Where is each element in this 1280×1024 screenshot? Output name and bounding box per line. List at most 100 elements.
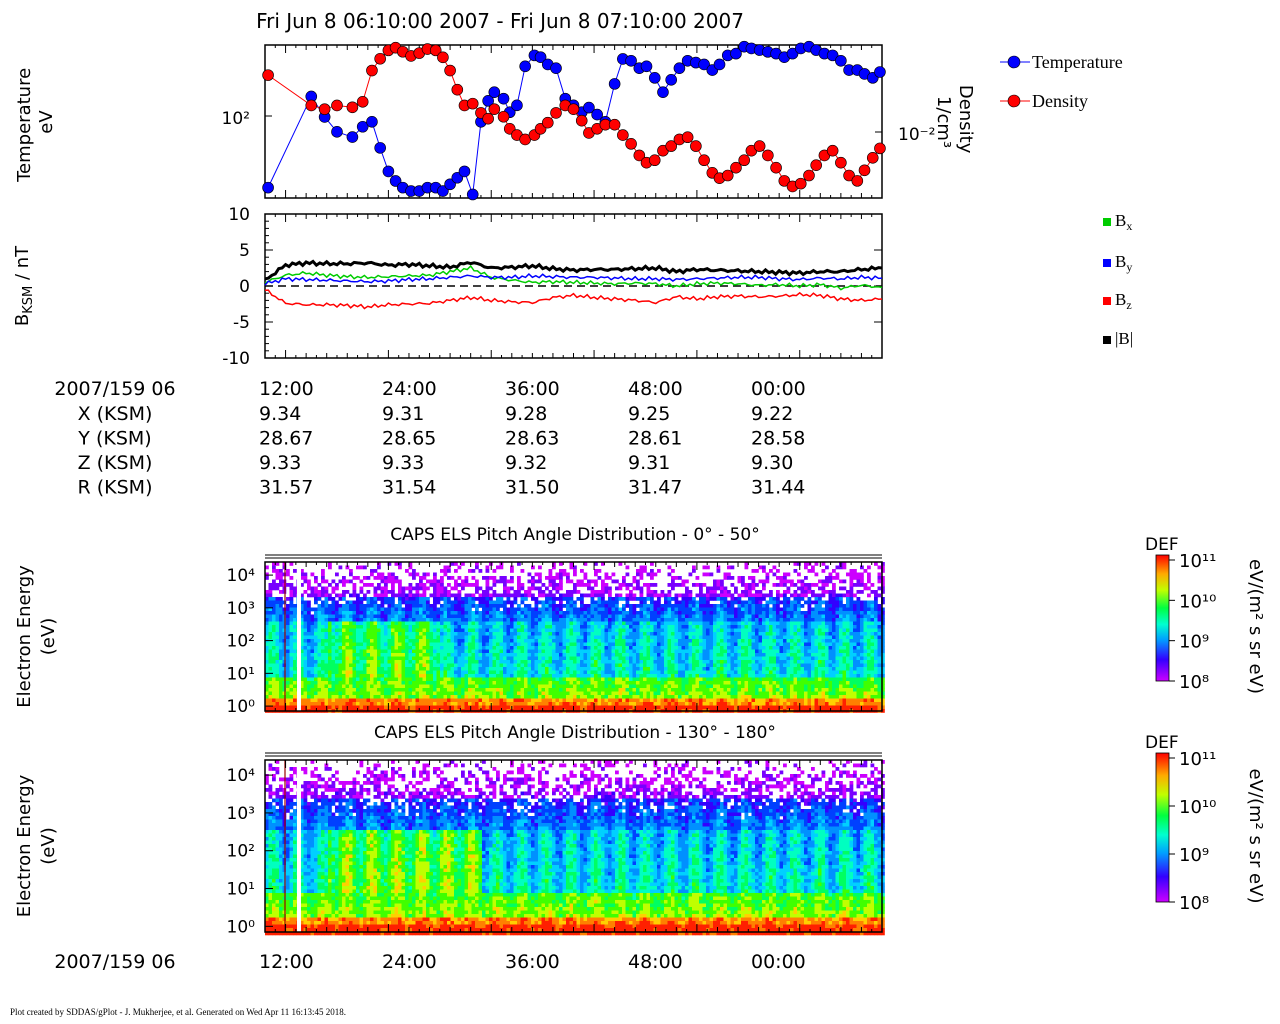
spectrogram-cell bbox=[650, 632, 654, 636]
spectrogram-cell bbox=[608, 628, 612, 633]
spectrogram-cell bbox=[517, 684, 521, 689]
density-point bbox=[690, 140, 702, 152]
spectrogram-cell bbox=[534, 670, 539, 675]
spectrogram-cell bbox=[352, 688, 357, 692]
spectrogram-cell bbox=[279, 576, 283, 580]
temperature-point bbox=[608, 78, 621, 90]
spectrogram-cell bbox=[625, 660, 630, 664]
spectrogram-cell bbox=[398, 562, 402, 566]
spectrogram-cell bbox=[401, 642, 406, 647]
temperature-point bbox=[444, 178, 456, 191]
spectrogram-cell bbox=[345, 614, 350, 619]
spectrogram-cell bbox=[408, 677, 413, 682]
spectrogram-cell bbox=[527, 646, 532, 650]
spectrogram-cell bbox=[485, 632, 490, 636]
spectrogram-cell bbox=[387, 607, 392, 612]
spectrogram-cell bbox=[443, 590, 448, 594]
spectrogram-cell bbox=[636, 698, 640, 703]
spectrogram-cell bbox=[289, 695, 294, 699]
spectrogram-cell bbox=[503, 656, 507, 661]
spectrogram-cell bbox=[272, 600, 276, 605]
spectrogram-cell bbox=[317, 667, 322, 671]
spectrogram-cell bbox=[380, 628, 385, 633]
spectrogram-cell bbox=[405, 698, 409, 703]
spectrogram-cell bbox=[517, 677, 521, 682]
spectrogram-cell bbox=[331, 688, 336, 692]
spectrogram-cell bbox=[485, 684, 490, 689]
spectrogram-cell bbox=[408, 562, 413, 566]
spectrogram-cell bbox=[324, 618, 329, 622]
spectrogram-cell bbox=[496, 628, 500, 633]
spectrogram-cell bbox=[419, 586, 423, 591]
spectrogram-cell bbox=[489, 695, 493, 699]
spectrogram-cell bbox=[499, 681, 504, 685]
spectrogram-cell bbox=[594, 670, 598, 675]
spectrogram-cell bbox=[331, 621, 336, 626]
spectrogram-cell bbox=[356, 600, 360, 605]
spectrogram-cell bbox=[359, 691, 364, 696]
spectrogram-cell bbox=[517, 642, 521, 647]
spectrogram-cell bbox=[310, 586, 315, 591]
spectrogram-cell bbox=[671, 579, 675, 584]
spectrogram-cell bbox=[447, 639, 451, 643]
spectrogram-cell bbox=[272, 597, 276, 601]
spectrogram-cell bbox=[380, 698, 385, 703]
spectrogram-cell bbox=[587, 607, 591, 612]
density-point bbox=[262, 69, 274, 81]
spectrogram-cell bbox=[520, 628, 525, 633]
spectrogram-cell bbox=[415, 642, 420, 647]
spectrogram-cell bbox=[517, 593, 521, 598]
spectrogram-cell bbox=[545, 607, 549, 612]
spectrogram-cell bbox=[587, 656, 591, 661]
spectrogram-cell bbox=[272, 670, 276, 675]
spectrogram-cell bbox=[384, 688, 388, 692]
spectrogram-cell bbox=[286, 653, 290, 657]
spectrogram-cell bbox=[279, 583, 283, 587]
spectrogram-cell bbox=[321, 600, 325, 605]
spectrogram-cell bbox=[678, 646, 682, 650]
spectrogram-cell bbox=[275, 670, 280, 675]
spectrogram-cell bbox=[359, 674, 364, 678]
spectrogram-cell bbox=[394, 660, 399, 664]
spectrogram-cell bbox=[646, 656, 651, 661]
spectrogram-cell bbox=[289, 653, 294, 657]
ephemeris-value: 9.32 bbox=[505, 452, 547, 474]
spectrogram-cell bbox=[496, 597, 500, 601]
spectrogram-cell bbox=[657, 600, 661, 605]
spectrogram-cell bbox=[503, 576, 507, 580]
spectrogram-cell bbox=[590, 621, 595, 626]
spectrogram-cell bbox=[468, 667, 472, 671]
spectrogram-cell bbox=[583, 684, 588, 689]
spectrogram-cell bbox=[489, 656, 493, 661]
spectrogram-cell bbox=[492, 635, 497, 640]
spectrogram-cell bbox=[380, 663, 385, 668]
spectrogram-cell bbox=[604, 635, 609, 640]
spectrogram-cell bbox=[562, 649, 567, 654]
spectrogram-cell bbox=[293, 625, 297, 629]
spectrogram-cell bbox=[272, 649, 276, 654]
spectrogram-cell bbox=[440, 691, 444, 696]
spectrogram-cell bbox=[307, 667, 311, 671]
spectrogram-cell bbox=[650, 660, 654, 664]
spectrogram-cell bbox=[317, 702, 322, 706]
spectrogram-cell bbox=[538, 576, 542, 580]
spectrogram-cell bbox=[317, 639, 322, 643]
spectrogram-cell bbox=[275, 702, 280, 706]
spectrogram-cell bbox=[622, 705, 626, 710]
spectrogram-cell bbox=[426, 614, 430, 619]
spectrogram-cell bbox=[338, 670, 343, 675]
spectrogram-cell bbox=[328, 593, 332, 598]
spectrogram-cell bbox=[611, 695, 616, 699]
spectrogram-cell bbox=[356, 649, 360, 654]
spectrogram-cell bbox=[265, 663, 269, 668]
spectrogram-cell bbox=[272, 614, 276, 619]
spectrogram-cell bbox=[321, 632, 325, 636]
spectrogram-cell bbox=[475, 702, 479, 706]
spectrogram-cell bbox=[303, 698, 308, 703]
spectrogram-cell bbox=[646, 691, 651, 696]
spectrogram-cell bbox=[433, 576, 437, 580]
y-tick-label: 5 bbox=[239, 241, 250, 261]
spectrogram-cell bbox=[667, 604, 672, 608]
spectrogram-cell bbox=[492, 698, 497, 703]
spectrogram-cell bbox=[573, 632, 577, 636]
